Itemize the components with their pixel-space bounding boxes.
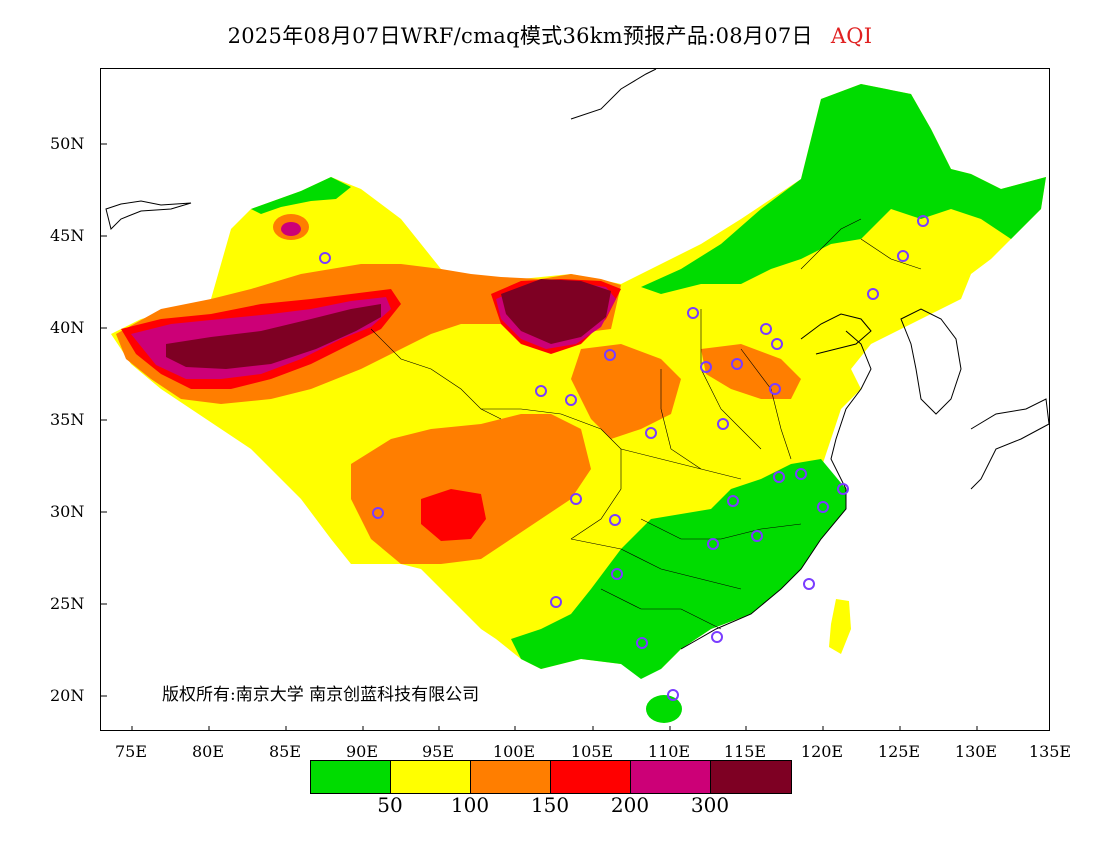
lon-label-90: 90E — [345, 742, 379, 761]
colorbar-label-150: 150 — [530, 793, 570, 817]
taiwan-island — [829, 599, 851, 654]
colorbar-label-50: 50 — [377, 793, 403, 817]
colorbar-label-200: 200 — [610, 793, 650, 817]
lat-label-25: 25N — [50, 594, 85, 613]
colorbar-label-100: 100 — [450, 793, 490, 817]
aqi-colorbar — [310, 760, 792, 794]
russia-coast — [570, 69, 657, 120]
lat-label-45: 45N — [50, 226, 85, 245]
colorbar-swatch-red — [551, 761, 631, 793]
aqi-map-frame — [100, 68, 1050, 731]
map-title: 2025年08月07日WRF/cmaq模式36km预报产品:08月07日 AQI — [0, 20, 1100, 50]
kazakh-lake — [105, 200, 192, 230]
red-region-tibet — [421, 489, 486, 541]
colorbar-swatch-purple — [631, 761, 711, 793]
lon-label-135: 135E — [1028, 742, 1072, 761]
lon-label-75: 75E — [114, 742, 148, 761]
lat-label-35: 35N — [50, 410, 85, 429]
maroon-region-tarim — [166, 304, 381, 369]
copyright-text: 版权所有:南京大学 南京创蓝科技有限公司 — [162, 685, 480, 705]
lat-label-40: 40N — [50, 318, 85, 337]
lon-label-125: 125E — [877, 742, 921, 761]
colorbar-swatch-green — [311, 761, 391, 793]
colorbar-label-300: 300 — [690, 793, 730, 817]
colorbar-swatch-maroon — [711, 761, 791, 793]
frame-ticks — [101, 143, 978, 730]
aqi-map-svg — [101, 69, 1049, 730]
colorbar-swatch-yellow — [391, 761, 471, 793]
lat-label-20: 20N — [50, 686, 85, 705]
northeast-green-region — [641, 84, 1046, 294]
west-green-region — [251, 177, 351, 214]
colorbar-swatch-orange — [471, 761, 551, 793]
lon-label-80: 80E — [191, 742, 225, 761]
lon-label-115: 115E — [723, 742, 767, 761]
hotspot-north-xinjiang-core — [281, 222, 301, 236]
title-variable: AQI — [830, 24, 873, 48]
orange-region-loess — [571, 344, 681, 439]
japan-outline — [970, 398, 1049, 490]
orange-region-tibet — [351, 414, 591, 564]
maroon-region-alashan — [501, 279, 611, 344]
lon-label-100: 100E — [492, 742, 536, 761]
lon-label-120: 120E — [800, 742, 844, 761]
coastline — [680, 330, 872, 650]
lon-label-130: 130E — [954, 742, 998, 761]
korea-outline — [900, 308, 962, 415]
lat-label-50: 50N — [50, 134, 85, 153]
lon-label-95: 95E — [421, 742, 455, 761]
lon-label-110: 110E — [647, 742, 691, 761]
station-markers — [319, 215, 929, 701]
orange-region-northchina — [701, 344, 801, 399]
lon-label-105: 105E — [570, 742, 614, 761]
province-boundaries — [370, 218, 922, 630]
southeast-green-region — [511, 459, 846, 679]
bohai-coast — [800, 313, 872, 355]
title-main: 2025年08月07日WRF/cmaq模式36km预报产品:08月07日 — [227, 24, 813, 48]
lon-label-85: 85E — [268, 742, 302, 761]
hainan-island — [646, 695, 682, 723]
lat-label-30: 30N — [50, 502, 85, 521]
